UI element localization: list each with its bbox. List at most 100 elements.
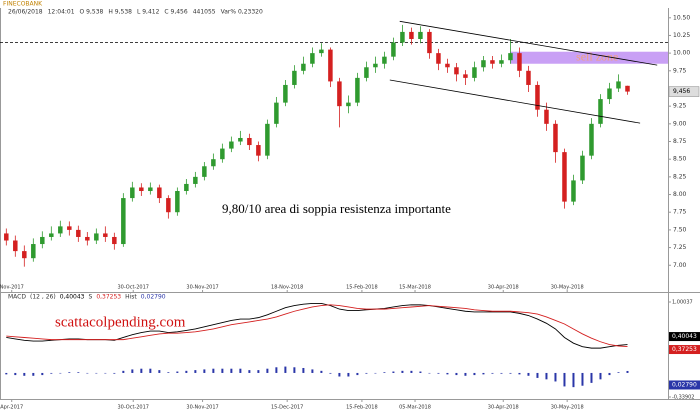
candle-body <box>598 99 603 124</box>
x-tick-label: 15-Mar-2018 <box>399 285 431 291</box>
candle-body <box>4 233 9 241</box>
hist-bar <box>626 370 629 373</box>
hist-bar <box>50 372 53 374</box>
hist-bar <box>455 372 458 376</box>
hist-bar <box>248 370 251 373</box>
candle-body <box>490 60 495 64</box>
candle-body <box>220 148 225 160</box>
y-tick-label: -0,33902 <box>672 395 694 401</box>
candle-body <box>193 176 198 184</box>
x-tick-label: 15-Feb-2018 <box>346 285 378 291</box>
hist-bar <box>383 372 386 373</box>
y-tick-label: 8.50 <box>673 156 687 163</box>
x-tick-label: 30-May-2018 <box>551 405 584 411</box>
hist-bar <box>149 368 152 373</box>
x-tick-label: 18-Nov-2018 <box>271 285 303 291</box>
hist-bar <box>5 372 8 375</box>
candle-body <box>148 187 153 192</box>
hist-bar <box>599 372 602 380</box>
hist-bar <box>320 370 323 373</box>
hist-bar <box>527 372 530 376</box>
candle-body <box>445 63 450 68</box>
candle-body <box>76 229 81 237</box>
candle-body <box>139 187 144 192</box>
y-tick-label: 9.00 <box>673 120 687 127</box>
x-tick-label: 30-Oct-2017 <box>117 285 148 291</box>
candle-body <box>49 233 54 237</box>
candle-body <box>499 60 504 64</box>
macd-line <box>6 304 628 347</box>
candle-body <box>238 137 243 142</box>
candle-body <box>337 81 342 107</box>
macd-header: 0,40043 <box>60 294 85 301</box>
hist-bar <box>212 368 215 373</box>
hist-bar <box>410 370 413 373</box>
macd-header: 0,02790 <box>141 294 166 301</box>
hist-bar <box>293 367 296 373</box>
header-field: 441055 <box>193 9 216 16</box>
hist-bar <box>68 372 71 373</box>
candle-body <box>535 84 540 110</box>
hist-bar <box>104 372 107 374</box>
hist-bar <box>221 368 224 373</box>
hist-bar <box>77 372 80 373</box>
hist-bar <box>437 372 440 374</box>
candle-body <box>328 49 333 82</box>
candle-body <box>373 63 378 68</box>
hist-bar <box>419 371 422 373</box>
header-field: 26/06/2018 <box>8 9 43 16</box>
x-tick-label: 30-Nov-2017 <box>186 405 218 411</box>
candle-body <box>175 191 180 213</box>
hist-bar <box>392 371 395 373</box>
hist-bar <box>266 368 269 373</box>
candle-body <box>580 155 585 181</box>
hist-bar <box>401 370 404 373</box>
candle-body <box>310 53 315 64</box>
macd-header: Hist <box>125 294 137 301</box>
hist-bar <box>473 372 476 376</box>
candle-body <box>427 31 432 54</box>
hist-bar <box>239 368 242 373</box>
hist-bar <box>131 369 134 373</box>
value-box-label: 0,40043 <box>672 333 697 340</box>
hist-bar <box>545 372 548 380</box>
macd-header: S <box>89 294 93 301</box>
hist-bar <box>32 372 35 376</box>
candle-body <box>625 85 630 92</box>
value-box-label: 0,37253 <box>672 346 697 353</box>
candle-body <box>103 233 108 237</box>
hist-bar <box>95 372 98 374</box>
hist-bar <box>617 372 620 373</box>
header-field: H 9,538 <box>108 9 132 16</box>
candle-body <box>553 123 558 153</box>
y-tick-label: 9.75 <box>673 67 687 74</box>
last-price-box <box>668 86 700 97</box>
candle-body <box>94 233 99 241</box>
candle-body <box>292 70 297 85</box>
y-tick-label: 1,00037 <box>672 300 693 306</box>
hist-bar <box>158 370 161 373</box>
candle-body <box>346 102 351 107</box>
hist-bar <box>257 370 260 373</box>
candle-body <box>166 198 171 213</box>
y-tick-label: 7.00 <box>673 262 687 269</box>
hist-bar <box>23 372 26 376</box>
x-tick-label: 15-Dec-2017 <box>271 405 303 411</box>
y-tick-label: 7.50 <box>673 226 687 233</box>
hist-bar <box>374 372 377 374</box>
candle-body <box>481 60 486 68</box>
y-tick-label: 8.25 <box>673 173 687 180</box>
hist-bar <box>518 372 521 375</box>
candle-body <box>616 81 621 89</box>
hist-bar <box>464 372 467 376</box>
y-tick-label: 10.25 <box>673 32 690 39</box>
value-box <box>669 380 700 390</box>
y-tick-label: 7.75 <box>673 209 687 216</box>
candle-body <box>382 56 387 64</box>
candle-body <box>67 226 72 230</box>
macd-header: MACD <box>8 294 26 301</box>
y-tick-label: 8.00 <box>673 191 687 198</box>
candle-body <box>472 67 477 78</box>
